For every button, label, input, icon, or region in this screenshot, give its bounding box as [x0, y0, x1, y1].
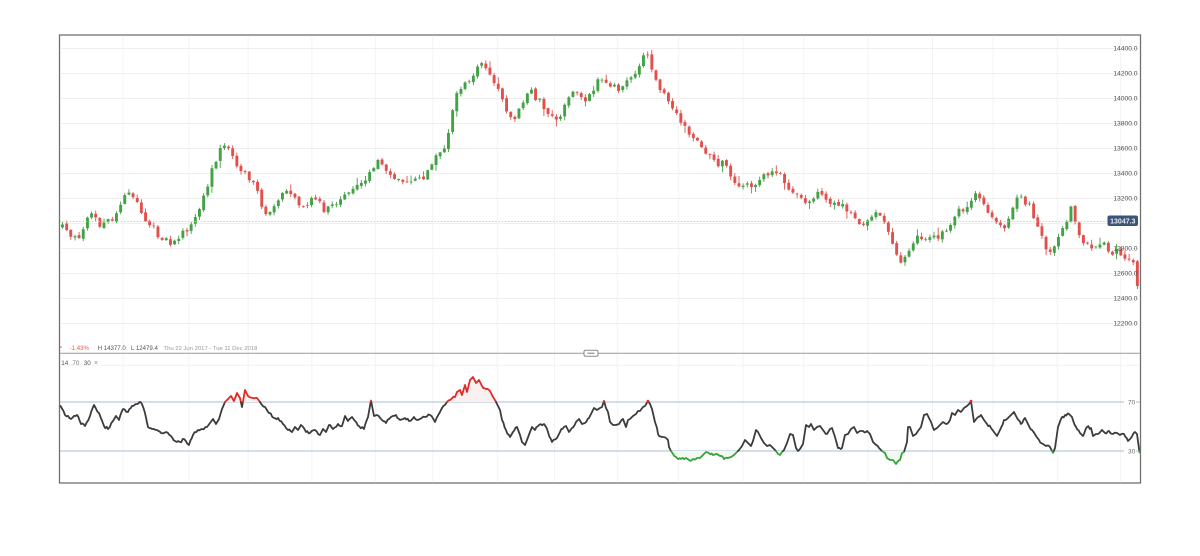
- svg-text:70: 70: [72, 360, 80, 367]
- svg-text:30: 30: [1128, 448, 1136, 455]
- svg-text:13400.0: 13400.0: [1113, 171, 1137, 178]
- svg-text:30: 30: [84, 360, 92, 367]
- svg-text:13200.0: 13200.0: [1113, 196, 1137, 203]
- svg-text:L 12479.4: L 12479.4: [131, 345, 158, 352]
- svg-text:14200.0: 14200.0: [1113, 71, 1137, 78]
- svg-text:12400.0: 12400.0: [1113, 296, 1137, 303]
- svg-text:12800.0: 12800.0: [1113, 246, 1137, 253]
- svg-text:-1.43%: -1.43%: [70, 345, 90, 352]
- svg-text:12200.0: 12200.0: [1113, 321, 1137, 328]
- svg-text:14: 14: [61, 360, 69, 367]
- svg-text:14000.0: 14000.0: [1113, 96, 1137, 103]
- svg-text:×: ×: [94, 360, 98, 367]
- svg-text:70: 70: [1128, 399, 1136, 406]
- svg-text:13047.3: 13047.3: [1110, 219, 1135, 226]
- svg-text:14400.0: 14400.0: [1113, 46, 1137, 53]
- svg-text:Thu 22 Jun 2017 - Tue 11 Dec 2: Thu 22 Jun 2017 - Tue 11 Dec 2018: [164, 346, 259, 352]
- svg-text:13600.0: 13600.0: [1113, 146, 1137, 153]
- svg-text:12600.0: 12600.0: [1113, 271, 1137, 278]
- svg-text:13800.0: 13800.0: [1113, 121, 1137, 128]
- svg-text:H 14377.0: H 14377.0: [98, 345, 127, 352]
